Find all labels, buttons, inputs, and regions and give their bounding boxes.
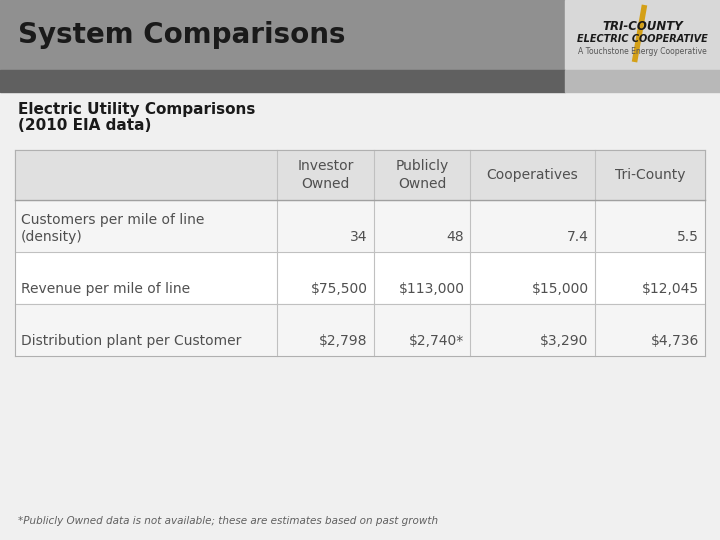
Bar <box>0 70 565 92</box>
Text: $2,740*: $2,740* <box>409 334 464 348</box>
Text: Investor
Owned: Investor Owned <box>297 159 354 191</box>
Text: $15,000: $15,000 <box>531 282 589 296</box>
Bar <box>15 200 705 252</box>
Text: $12,045: $12,045 <box>642 282 699 296</box>
Text: TRI-COUNTY: TRI-COUNTY <box>602 20 683 33</box>
Text: System Comparisons: System Comparisons <box>18 21 346 49</box>
Text: Revenue per mile of line: Revenue per mile of line <box>21 282 190 296</box>
Text: Electric Utility Comparisons: Electric Utility Comparisons <box>18 102 256 117</box>
Text: Distribution plant per Customer: Distribution plant per Customer <box>21 334 241 348</box>
Bar <box>0 0 565 70</box>
Bar <box>15 150 705 200</box>
Text: $3,290: $3,290 <box>540 334 589 348</box>
Text: $4,736: $4,736 <box>651 334 699 348</box>
Text: 7.4: 7.4 <box>567 230 589 244</box>
Text: $2,798: $2,798 <box>319 334 368 348</box>
Bar <box>0 92 720 540</box>
Text: $113,000: $113,000 <box>398 282 464 296</box>
Text: (2010 EIA data): (2010 EIA data) <box>18 118 151 133</box>
Text: 34: 34 <box>351 230 368 244</box>
Text: ELECTRIC COOPERATIVE: ELECTRIC COOPERATIVE <box>577 34 708 44</box>
Text: $75,500: $75,500 <box>311 282 368 296</box>
Text: A Touchstone Energy Cooperative: A Touchstone Energy Cooperative <box>578 47 707 56</box>
Text: 5.5: 5.5 <box>677 230 699 244</box>
Text: 48: 48 <box>447 230 464 244</box>
Bar <box>565 70 720 92</box>
Text: Cooperatives: Cooperatives <box>487 168 578 182</box>
Text: Publicly
Owned: Publicly Owned <box>395 159 449 191</box>
Bar <box>15 304 705 356</box>
Text: Customers per mile of line
(density): Customers per mile of line (density) <box>21 213 204 244</box>
Text: Tri-County: Tri-County <box>615 168 685 182</box>
Bar <box>15 252 705 304</box>
Text: *Publicly Owned data is not available; these are estimates based on past growth: *Publicly Owned data is not available; t… <box>18 516 438 526</box>
Bar <box>565 0 720 70</box>
